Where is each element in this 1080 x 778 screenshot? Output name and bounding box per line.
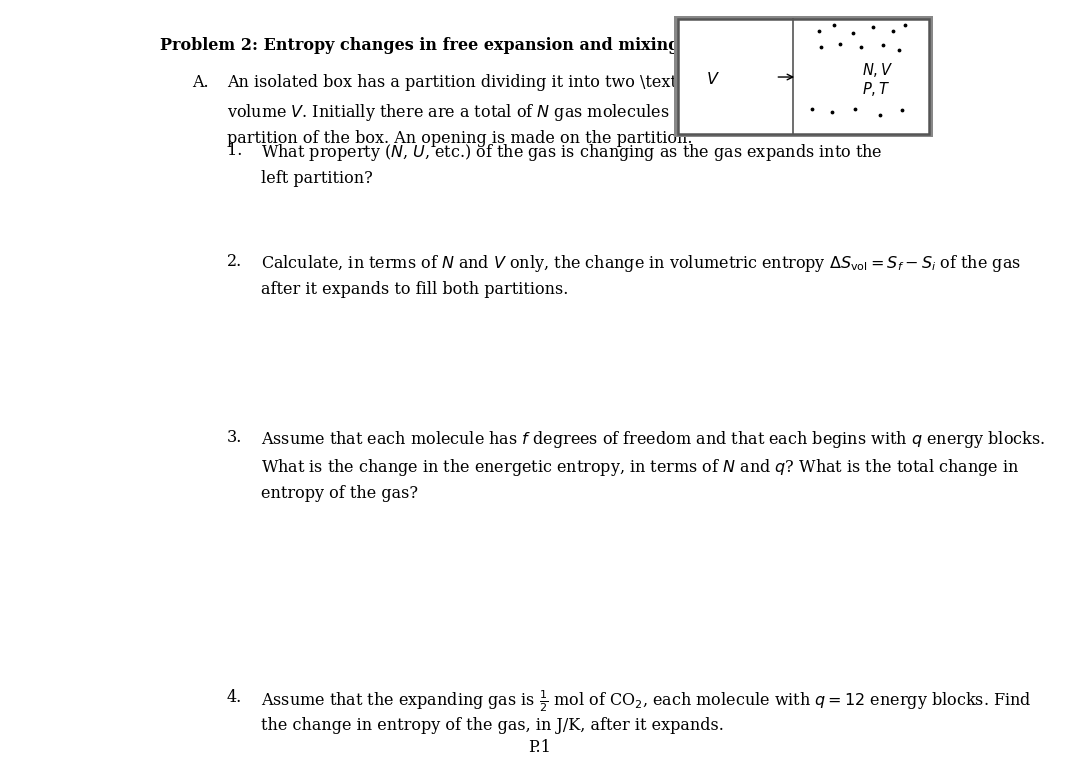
Text: Problem 2: Entropy changes in free expansion and mixing.: Problem 2: Entropy changes in free expan… — [160, 37, 685, 54]
Text: $V$: $V$ — [706, 71, 719, 88]
Text: What property ($N$, $U$, etc.) of the gas is changing as the gas expands into th: What property ($N$, $U$, etc.) of the ga… — [261, 142, 883, 163]
Text: 3.: 3. — [227, 429, 242, 447]
Text: entropy of the gas?: entropy of the gas? — [261, 485, 418, 503]
Text: Calculate, in terms of $N$ and $V$ only, the change in volumetric entropy $\Delt: Calculate, in terms of $N$ and $V$ only,… — [261, 253, 1022, 274]
Text: An isolated box has a partition dividing it into two \textit{equal} parts, each : An isolated box has a partition dividing… — [227, 74, 905, 91]
Text: 2.: 2. — [227, 253, 242, 270]
Text: 1.: 1. — [227, 142, 242, 159]
Text: $P, T$: $P, T$ — [862, 79, 890, 98]
Text: after it expands to fill both partitions.: after it expands to fill both partitions… — [261, 281, 569, 298]
Bar — [678, 19, 929, 134]
Text: $N, V$: $N, V$ — [862, 61, 893, 79]
Text: partition of the box. An opening is made on the partition.: partition of the box. An opening is made… — [227, 130, 692, 147]
Text: A.: A. — [192, 74, 208, 91]
Text: the change in entropy of the gas, in J/K, after it expands.: the change in entropy of the gas, in J/K… — [261, 717, 725, 734]
Text: 4.: 4. — [227, 689, 242, 706]
Text: What is the change in the energetic entropy, in terms of $N$ and $q$? What is th: What is the change in the energetic entr… — [261, 457, 1020, 478]
Text: volume $V$. Initially there are a total of $N$ gas molecules all in the right-ha: volume $V$. Initially there are a total … — [227, 102, 837, 123]
Text: Assume that each molecule has $f$ degrees of freedom and that each begins with $: Assume that each molecule has $f$ degree… — [261, 429, 1045, 450]
Bar — [674, 16, 933, 137]
Text: P.1: P.1 — [528, 739, 552, 756]
Bar — [678, 19, 929, 134]
Text: left partition?: left partition? — [261, 170, 373, 187]
Text: Assume that the expanding gas is $\frac{1}{2}$ mol of CO$_2$, each molecule with: Assume that the expanding gas is $\frac{… — [261, 689, 1031, 714]
